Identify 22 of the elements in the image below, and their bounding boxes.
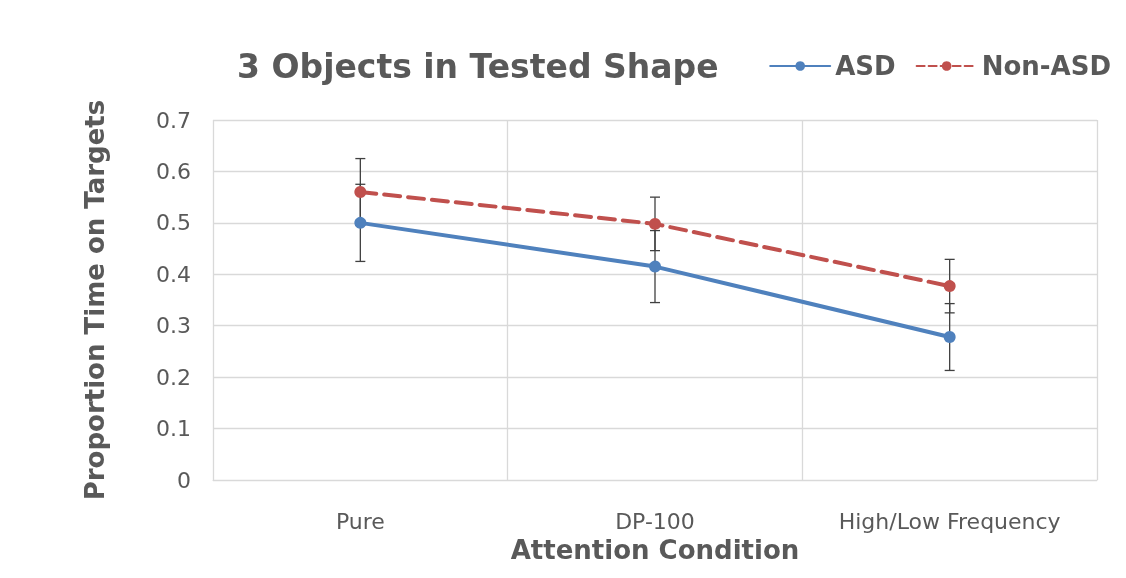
point (943, 280, 956, 293)
y-tick-label: 0.7 (156, 107, 191, 133)
x-tick-label: Pure (335, 508, 385, 534)
point (354, 216, 367, 229)
y-tick-label: 0.5 (156, 210, 191, 236)
x-tick-label: High/Low Frequency (838, 508, 1061, 534)
y-tick-label: 0 (177, 467, 191, 493)
chart-title: 3 Objects in Tested Shape (237, 47, 719, 86)
y-tick-label: 0.6 (156, 158, 191, 184)
x-tick-label: DP-100 (615, 508, 695, 534)
x-axis-title: Attention Condition (510, 534, 800, 565)
point (649, 260, 661, 273)
y-tick-label: 0.3 (156, 313, 191, 339)
legend-label: Non-ASD (981, 51, 1112, 81)
point (943, 331, 956, 344)
y-axis-title: Proportion Time on Targets (80, 99, 110, 501)
y-tick-label: 0.4 (156, 261, 191, 287)
point (354, 186, 367, 198)
y-tick-label: 0.2 (156, 364, 191, 390)
point (649, 217, 661, 230)
y-tick-label: 0.1 (156, 416, 191, 442)
legend-label: ASD (835, 51, 896, 81)
